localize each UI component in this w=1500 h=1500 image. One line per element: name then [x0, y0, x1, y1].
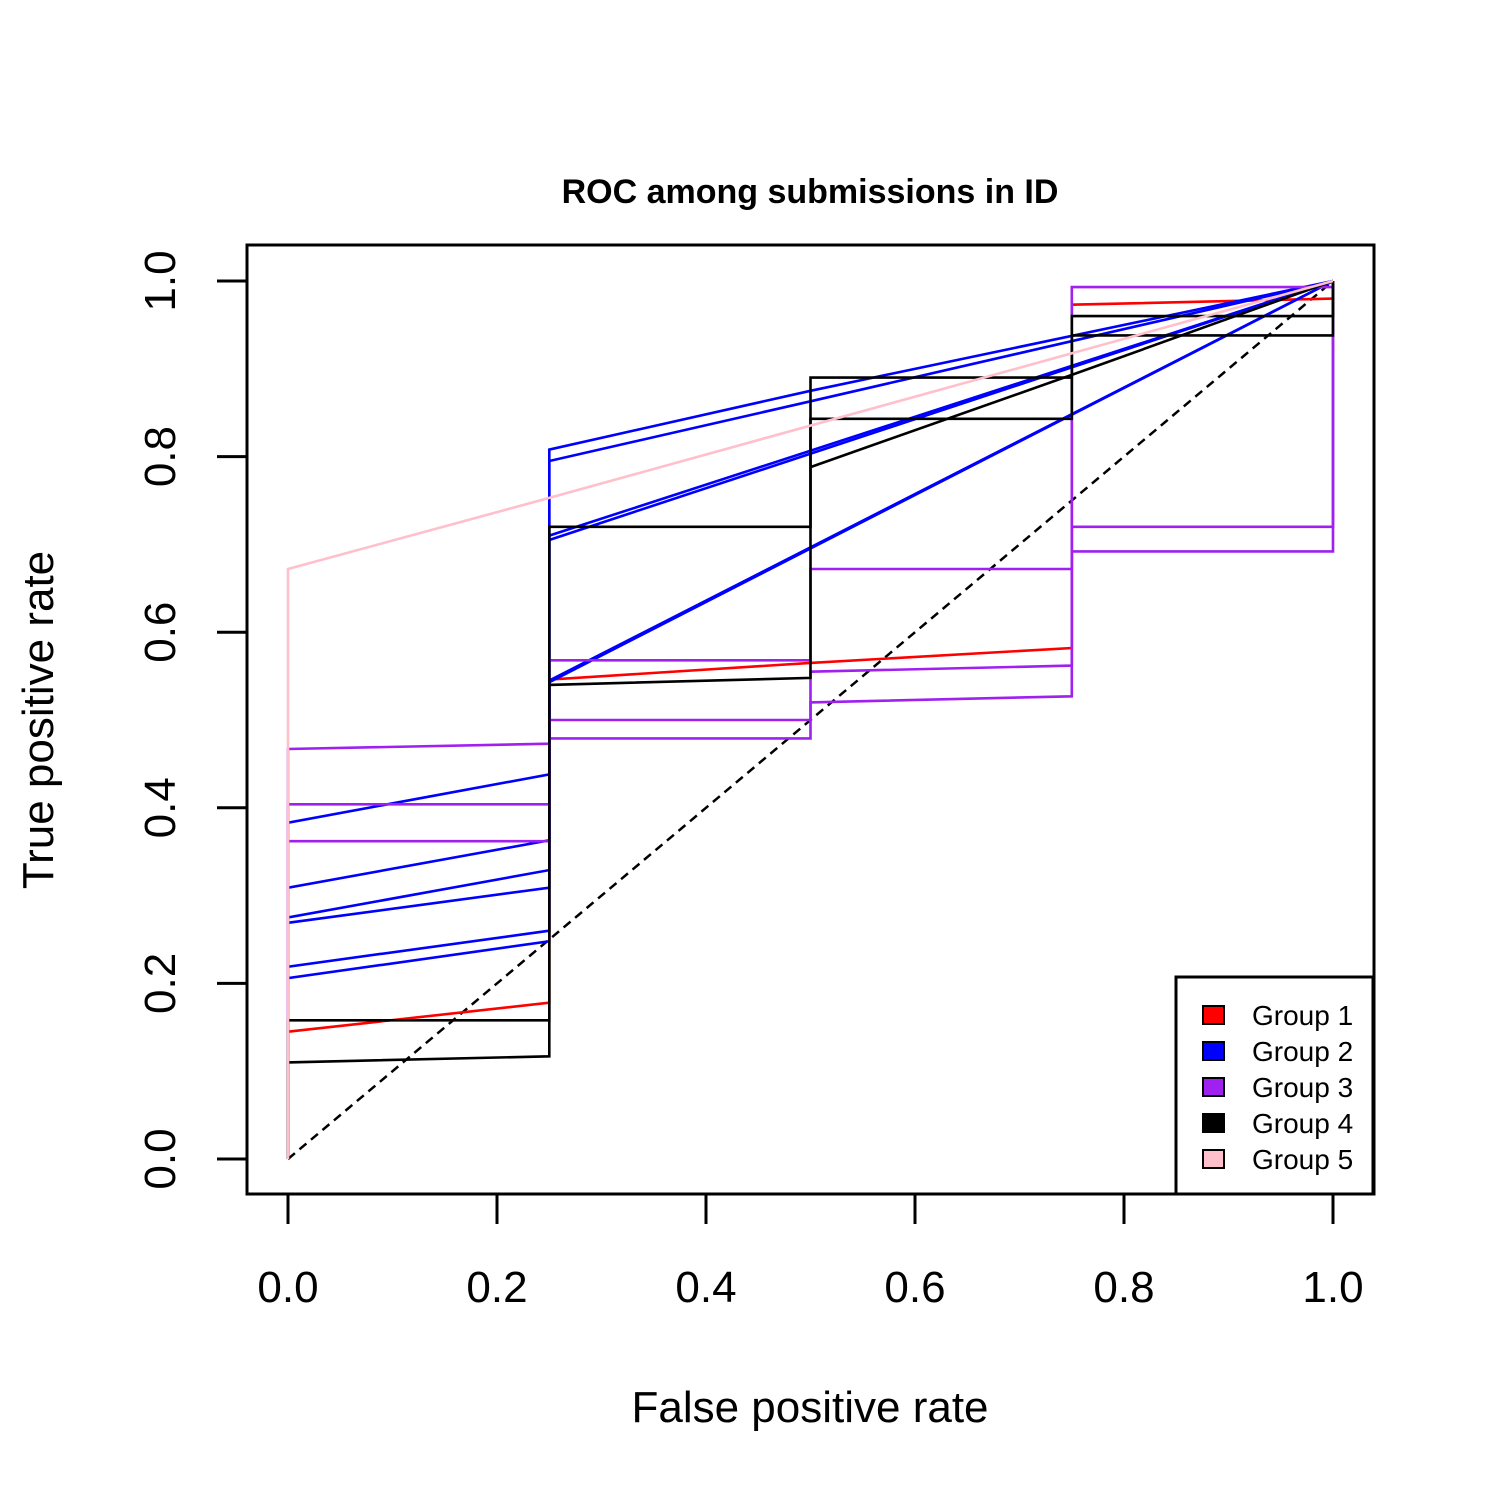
- legend-swatch: [1202, 1149, 1225, 1169]
- x-tick-label: 0.4: [675, 1263, 736, 1312]
- x-tick-label: 0.8: [1093, 1263, 1154, 1312]
- x-axis-label: False positive rate: [631, 1383, 988, 1432]
- legend-label: Group 1: [1252, 1000, 1353, 1031]
- y-tick-label: 0.4: [136, 777, 185, 838]
- x-tick-label: 0.2: [466, 1263, 527, 1312]
- x-tick-label: 1.0: [1302, 1263, 1363, 1312]
- y-tick-label: 0.2: [136, 953, 185, 1014]
- y-tick-label: 0.8: [136, 426, 185, 487]
- roc-curve-group-4-12: [286, 281, 1335, 1159]
- x-tick-label: 0.6: [884, 1263, 945, 1312]
- chart-title: ROC among submissions in ID: [562, 173, 1059, 211]
- y-tick-label: 0.6: [136, 602, 185, 663]
- legend-label: Group 4: [1252, 1108, 1353, 1139]
- roc-curve-group-3-10: [286, 281, 1335, 1159]
- legend-swatch: [1202, 1077, 1225, 1097]
- y-tick-label: 0.0: [136, 1128, 185, 1189]
- roc-curve-group-5-14: [286, 279, 1334, 1159]
- roc-curve-group-4-13: [810, 279, 1334, 469]
- roc-curve-group-3-9: [286, 281, 1335, 1159]
- legend-label: Group 5: [1252, 1144, 1353, 1175]
- legend-swatch: [1202, 1005, 1225, 1025]
- legend-swatch: [1202, 1041, 1225, 1061]
- series-layer: [286, 279, 1335, 1159]
- legend-label: Group 2: [1252, 1036, 1353, 1067]
- legend-swatch: [1202, 1113, 1225, 1133]
- y-tick-label: 1.0: [136, 250, 185, 311]
- legend: Group 1 Group 2 Group 3 Group 4 Group 5: [1174, 975, 1375, 1196]
- legend-label: Group 3: [1252, 1072, 1353, 1103]
- x-tick-label: 0.0: [257, 1263, 318, 1312]
- y-axis-label: True positive rate: [14, 551, 63, 889]
- axis-layer: 0.0 0.2 0.4 0.6 0.8 1.0 0.0 0.2 0.4 0.6 0.8 1.0: [136, 250, 1364, 1312]
